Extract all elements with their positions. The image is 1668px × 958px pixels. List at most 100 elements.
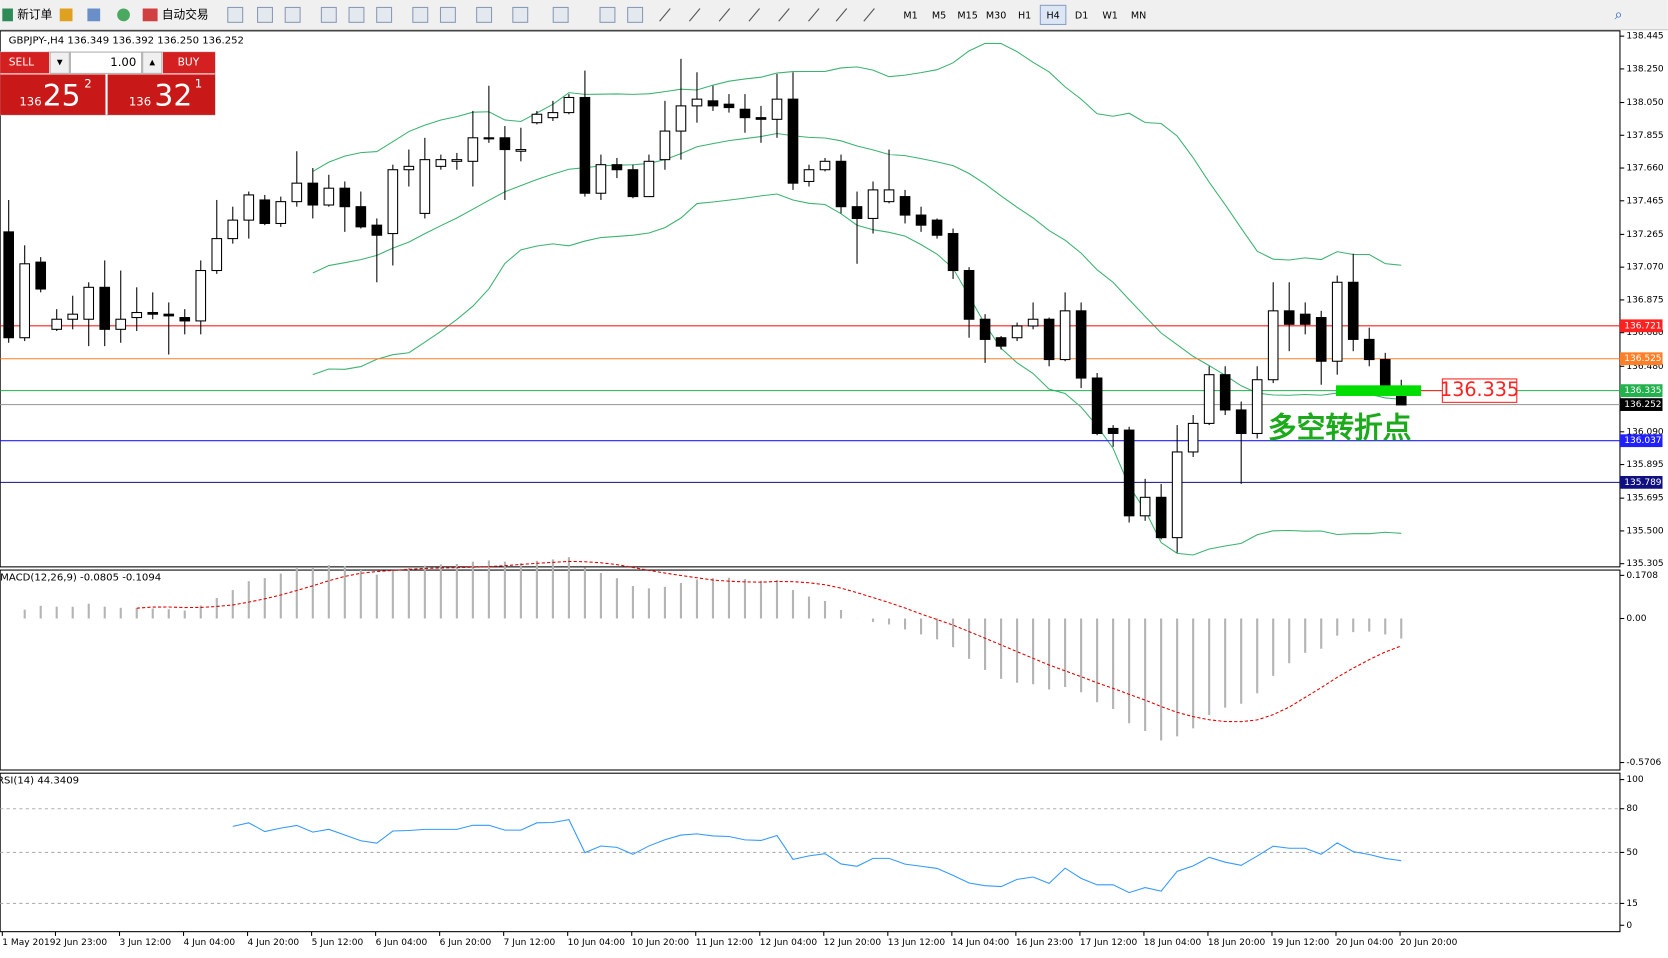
candle-body [947, 233, 959, 272]
timeframe-button[interactable]: M1 [903, 10, 917, 21]
tool-button[interactable] [718, 8, 731, 22]
y-tick-label: 138.445 [1626, 32, 1663, 42]
auto-trading-icon[interactable] [142, 8, 158, 22]
tool-button[interactable] [599, 6, 616, 23]
candle-body [339, 187, 351, 208]
tool-button[interactable] [439, 6, 456, 23]
candle-body [147, 311, 159, 315]
candle-body [1203, 374, 1215, 424]
tool-button[interactable] [320, 6, 337, 23]
candle-body [931, 219, 943, 236]
x-tick-label: 18 Jun 20:00 [1208, 938, 1266, 948]
candle-body [1251, 379, 1263, 435]
search-icon[interactable]: ⌕ [1615, 7, 1623, 23]
timeframe-button[interactable]: M30 [986, 10, 1006, 21]
timeframe-button[interactable]: MN [1131, 10, 1146, 21]
candle-body [659, 130, 671, 161]
timeframe-button[interactable]: M15 [957, 10, 977, 21]
auto-trading-button[interactable]: 自动交易 [162, 7, 209, 21]
rsi-tick-label: 15 [1626, 899, 1637, 909]
candle-body [963, 269, 975, 320]
timeframe-button[interactable]: H4 [1046, 10, 1059, 21]
timeframe-active[interactable] [1039, 4, 1067, 25]
ask-sup: 1 [195, 77, 202, 91]
tool-icon[interactable] [59, 8, 73, 22]
level-tag-label: 135.789 [1624, 478, 1662, 488]
tool-button[interactable] [512, 6, 529, 23]
timeframe-button[interactable]: W1 [1102, 10, 1118, 21]
rsi-tick-label: 50 [1626, 848, 1638, 858]
candle-body [611, 164, 623, 171]
candle-body [707, 100, 719, 107]
tool-button[interactable] [835, 8, 848, 22]
timeframe-button[interactable]: D1 [1075, 10, 1088, 21]
bollinger-middle [312, 132, 1402, 400]
candle-body [323, 187, 335, 206]
volume-down-icon[interactable]: ▼ [57, 58, 63, 67]
candle-body [867, 189, 879, 219]
tool-button[interactable] [284, 6, 301, 23]
trade-panel: SELL ▼ 1.00 ▲ BUY 136 25 2 136 32 1 [0, 51, 216, 116]
candle-body [1331, 281, 1343, 362]
x-tick-label: 20 Jun 20:00 [1400, 938, 1458, 948]
level-tag-label: 136.037 [1624, 436, 1661, 446]
tool-button[interactable] [348, 6, 365, 23]
candle-body [163, 313, 175, 317]
macd-signal [136, 560, 1402, 723]
candle-body [915, 214, 927, 226]
volume-input[interactable] [69, 51, 143, 74]
volume-down[interactable] [49, 51, 70, 74]
buy-button[interactable] [162, 52, 216, 74]
candle-body [179, 317, 191, 322]
x-tick-label: 4 Jun 20:00 [248, 938, 300, 948]
tool-icon[interactable] [117, 8, 130, 22]
tool-button[interactable] [227, 6, 244, 23]
tool-button[interactable] [808, 8, 820, 22]
candle-body [787, 98, 799, 184]
tool-button[interactable] [412, 6, 429, 23]
tool-button[interactable] [863, 8, 875, 22]
tool-button[interactable] [627, 6, 644, 23]
tool-button[interactable] [376, 6, 393, 23]
annotation-text: 多空转折点 [1268, 411, 1412, 445]
candle-body [35, 261, 47, 290]
tool-button[interactable] [778, 8, 790, 22]
volume-up-icon[interactable]: ▲ [149, 58, 155, 67]
buy-label[interactable]: BUY [178, 56, 200, 69]
volume-value[interactable]: 1.00 [110, 55, 136, 69]
y-tick-label: 137.265 [1626, 230, 1663, 240]
new-order-icon[interactable] [2, 8, 13, 22]
macd-tick-label: -0.5706 [1626, 758, 1661, 768]
timeframe-button[interactable]: H1 [1018, 10, 1031, 21]
new-order-button[interactable]: 新订单 [17, 7, 52, 21]
timeframe-button[interactable]: M5 [932, 10, 946, 21]
tool-button[interactable] [748, 8, 760, 22]
tool-button[interactable] [257, 6, 273, 23]
x-tick-label: 2 Jun 23:00 [55, 938, 107, 948]
candle-body [307, 182, 319, 206]
sell-button[interactable] [0, 52, 50, 74]
tool-button[interactable] [659, 8, 671, 22]
tool-button[interactable] [688, 8, 701, 22]
rsi-tick-label: 0 [1626, 921, 1632, 931]
x-tick-label: 19 Jun 12:00 [1272, 938, 1330, 948]
candle-body [547, 112, 559, 119]
volume-up[interactable] [142, 51, 163, 74]
candle-body [755, 117, 767, 120]
y-tick-label: 136.090 [1626, 427, 1664, 437]
x-tick-label: 5 Jun 12:00 [312, 938, 364, 948]
candle-body [1155, 496, 1167, 539]
ask-main: 32 [154, 78, 192, 113]
candle-body [851, 206, 863, 219]
tool-icon[interactable] [87, 8, 101, 22]
sell-label[interactable]: SELL [9, 56, 34, 69]
ask-box[interactable] [107, 74, 216, 115]
x-tick-label: 17 Jun 12:00 [1080, 938, 1138, 948]
bid-box[interactable] [0, 74, 106, 115]
rsi-label: RSI(14) 44.3409 [0, 776, 79, 787]
tool-button[interactable] [476, 6, 493, 23]
candle-body [675, 105, 687, 132]
tool-button[interactable] [552, 6, 569, 23]
